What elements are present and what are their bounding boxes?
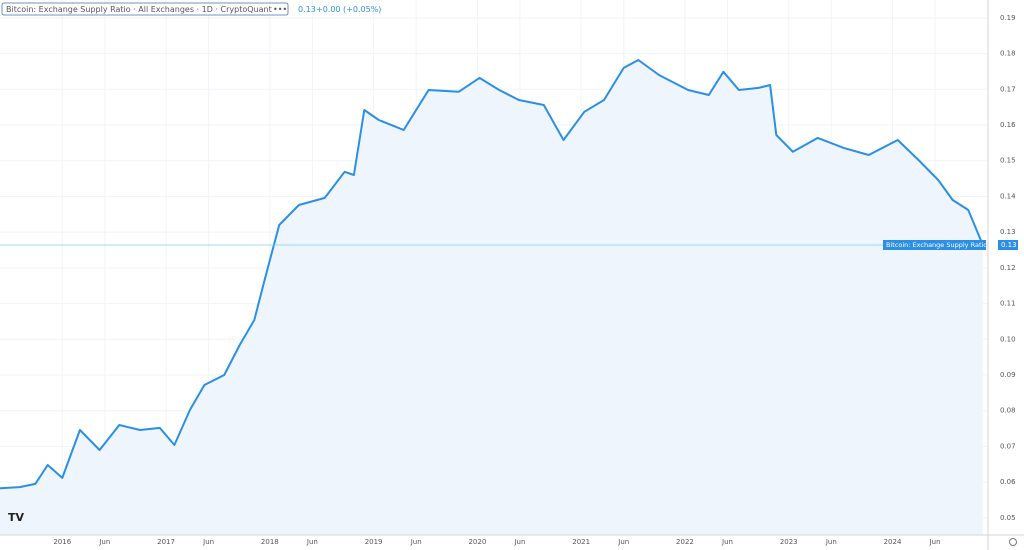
value-label: 0.13 (1001, 241, 1017, 249)
change: +0.00 (+0.05%) (316, 5, 381, 14)
y-tick-label: 0.17 (1000, 85, 1016, 93)
y-tick-label: 0.09 (1000, 371, 1016, 379)
x-tick-label: 2020 (468, 538, 486, 546)
y-tick-label: 0.18 (1000, 50, 1016, 58)
y-tick-label: 0.10 (1000, 335, 1016, 343)
x-tick-label: Jun (721, 538, 733, 546)
y-tick-label: 0.12 (1000, 264, 1016, 272)
y-tick-label: 0.16 (1000, 121, 1016, 129)
x-tick-label: 2017 (157, 538, 175, 546)
x-tick-label: Jun (202, 538, 214, 546)
x-tick-label: Jun (513, 538, 525, 546)
x-tick-label: 2016 (53, 538, 71, 546)
x-tick-label: 2021 (572, 538, 590, 546)
y-tick-label: 0.07 (1000, 442, 1016, 450)
y-tick-label: 0.19 (1000, 14, 1016, 22)
y-tick-label: 0.11 (1000, 300, 1016, 308)
x-tick-label: Jun (617, 538, 629, 546)
x-tick-label: 2018 (261, 538, 279, 546)
x-tick-label: Jun (98, 538, 110, 546)
x-tick-label: Jun (306, 538, 318, 546)
x-tick-label: Jun (825, 538, 837, 546)
y-tick-label: 0.05 (1000, 514, 1016, 522)
series-label-box (883, 240, 986, 250)
x-tick-label: Jun (929, 538, 941, 546)
title-box[interactable] (1, 2, 289, 16)
x-tick-label: 2024 (884, 538, 902, 546)
line (0, 59, 984, 490)
x-tick-label: Jun (410, 538, 422, 546)
y-tick-label: 0.06 (1000, 478, 1016, 486)
y-tick-label: 0.13 (1000, 228, 1016, 236)
more-icon[interactable]: ••• (273, 5, 287, 14)
plot (0, 59, 988, 535)
y-tick-label: 0.15 (1000, 157, 1016, 165)
area (0, 60, 983, 535)
settings-icon[interactable] (1009, 538, 1017, 546)
x-tick-label: 2023 (780, 538, 798, 546)
value-label-box (998, 240, 1018, 250)
series-label: Bitcoin: Exchange Supply Ratio · All ... (886, 241, 1010, 249)
axes: 0.05 0.06 0.07 0.08 0.09 0.10 0.11 0.12 0.13 0.14… (53, 14, 1018, 546)
y-tick-label: 0.08 (1000, 407, 1016, 415)
logo[interactable]: TV (8, 511, 25, 524)
last-value: 0.13 (298, 5, 316, 14)
chart-title: Bitcoin: Exchange Supply Ratio · All Exc… (6, 5, 272, 14)
y-tick-label: 0.14 (1000, 192, 1016, 200)
x-tick-label: 2019 (365, 538, 383, 546)
x-tick-label: 2022 (676, 538, 694, 546)
